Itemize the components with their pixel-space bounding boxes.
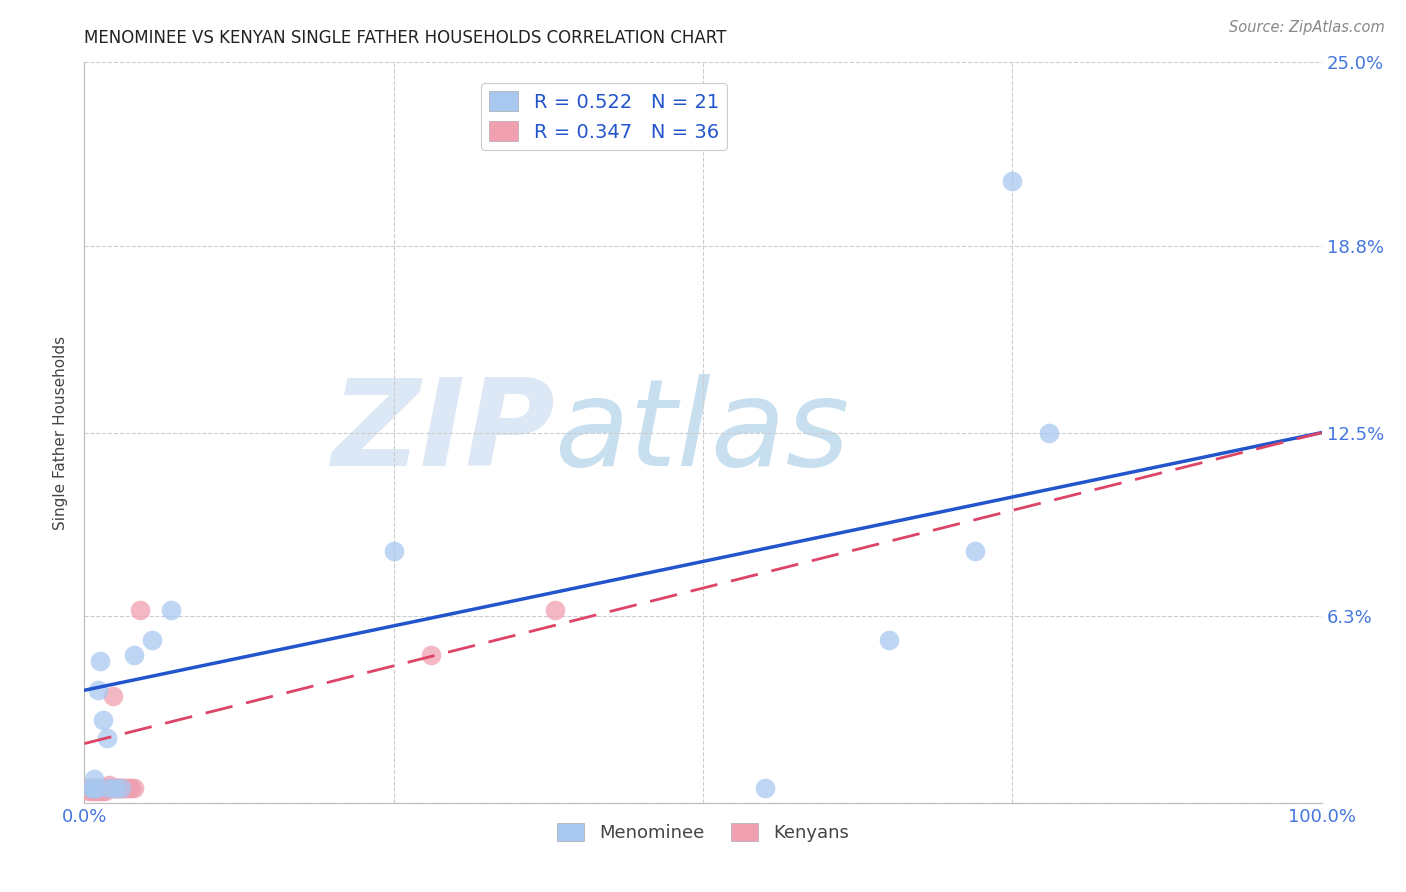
Point <box>107 780 129 795</box>
Point <box>110 780 132 795</box>
Point <box>97 780 120 795</box>
Point <box>87 683 110 698</box>
Point <box>86 784 108 798</box>
Point <box>382 544 405 558</box>
Point <box>104 780 127 795</box>
Point <box>87 780 110 795</box>
Point <box>965 544 987 558</box>
Point <box>118 780 141 795</box>
Point <box>1038 425 1060 440</box>
Point <box>110 780 132 795</box>
Point <box>93 780 115 795</box>
Legend: Menominee, Kenyans: Menominee, Kenyans <box>550 815 856 849</box>
Point <box>83 784 105 798</box>
Point <box>98 778 121 792</box>
Point <box>80 784 103 798</box>
Text: Source: ZipAtlas.com: Source: ZipAtlas.com <box>1229 20 1385 35</box>
Point <box>112 780 135 795</box>
Point <box>160 603 183 617</box>
Point <box>105 780 128 795</box>
Point <box>91 780 114 795</box>
Point <box>120 780 142 795</box>
Point <box>90 784 112 798</box>
Point <box>96 731 118 745</box>
Point <box>79 780 101 795</box>
Text: atlas: atlas <box>554 374 849 491</box>
Point <box>129 603 152 617</box>
Point <box>1001 174 1024 188</box>
Point <box>754 780 776 795</box>
Point <box>115 780 138 795</box>
Point <box>98 780 121 795</box>
Text: ZIP: ZIP <box>330 374 554 491</box>
Point <box>543 603 565 617</box>
Point <box>100 780 122 795</box>
Point <box>122 648 145 662</box>
Point <box>96 780 118 795</box>
Point <box>141 632 163 647</box>
Point <box>83 772 105 786</box>
Point <box>91 713 114 727</box>
Point <box>84 780 107 795</box>
Point <box>86 780 108 795</box>
Point <box>877 632 900 647</box>
Point <box>103 780 125 795</box>
Point <box>79 784 101 798</box>
Point <box>98 780 121 795</box>
Y-axis label: Single Father Households: Single Father Households <box>53 335 69 530</box>
Point <box>419 648 441 662</box>
Point <box>104 780 127 795</box>
Point <box>84 780 107 795</box>
Point <box>79 780 101 795</box>
Point <box>108 780 131 795</box>
Point <box>82 780 104 795</box>
Point <box>82 780 104 795</box>
Point <box>89 654 111 668</box>
Point <box>89 780 111 795</box>
Point <box>77 780 100 795</box>
Point <box>101 689 124 703</box>
Point <box>94 784 117 798</box>
Text: MENOMINEE VS KENYAN SINGLE FATHER HOUSEHOLDS CORRELATION CHART: MENOMINEE VS KENYAN SINGLE FATHER HOUSEH… <box>84 29 727 47</box>
Point <box>110 780 132 795</box>
Point <box>89 784 111 798</box>
Point <box>122 780 145 795</box>
